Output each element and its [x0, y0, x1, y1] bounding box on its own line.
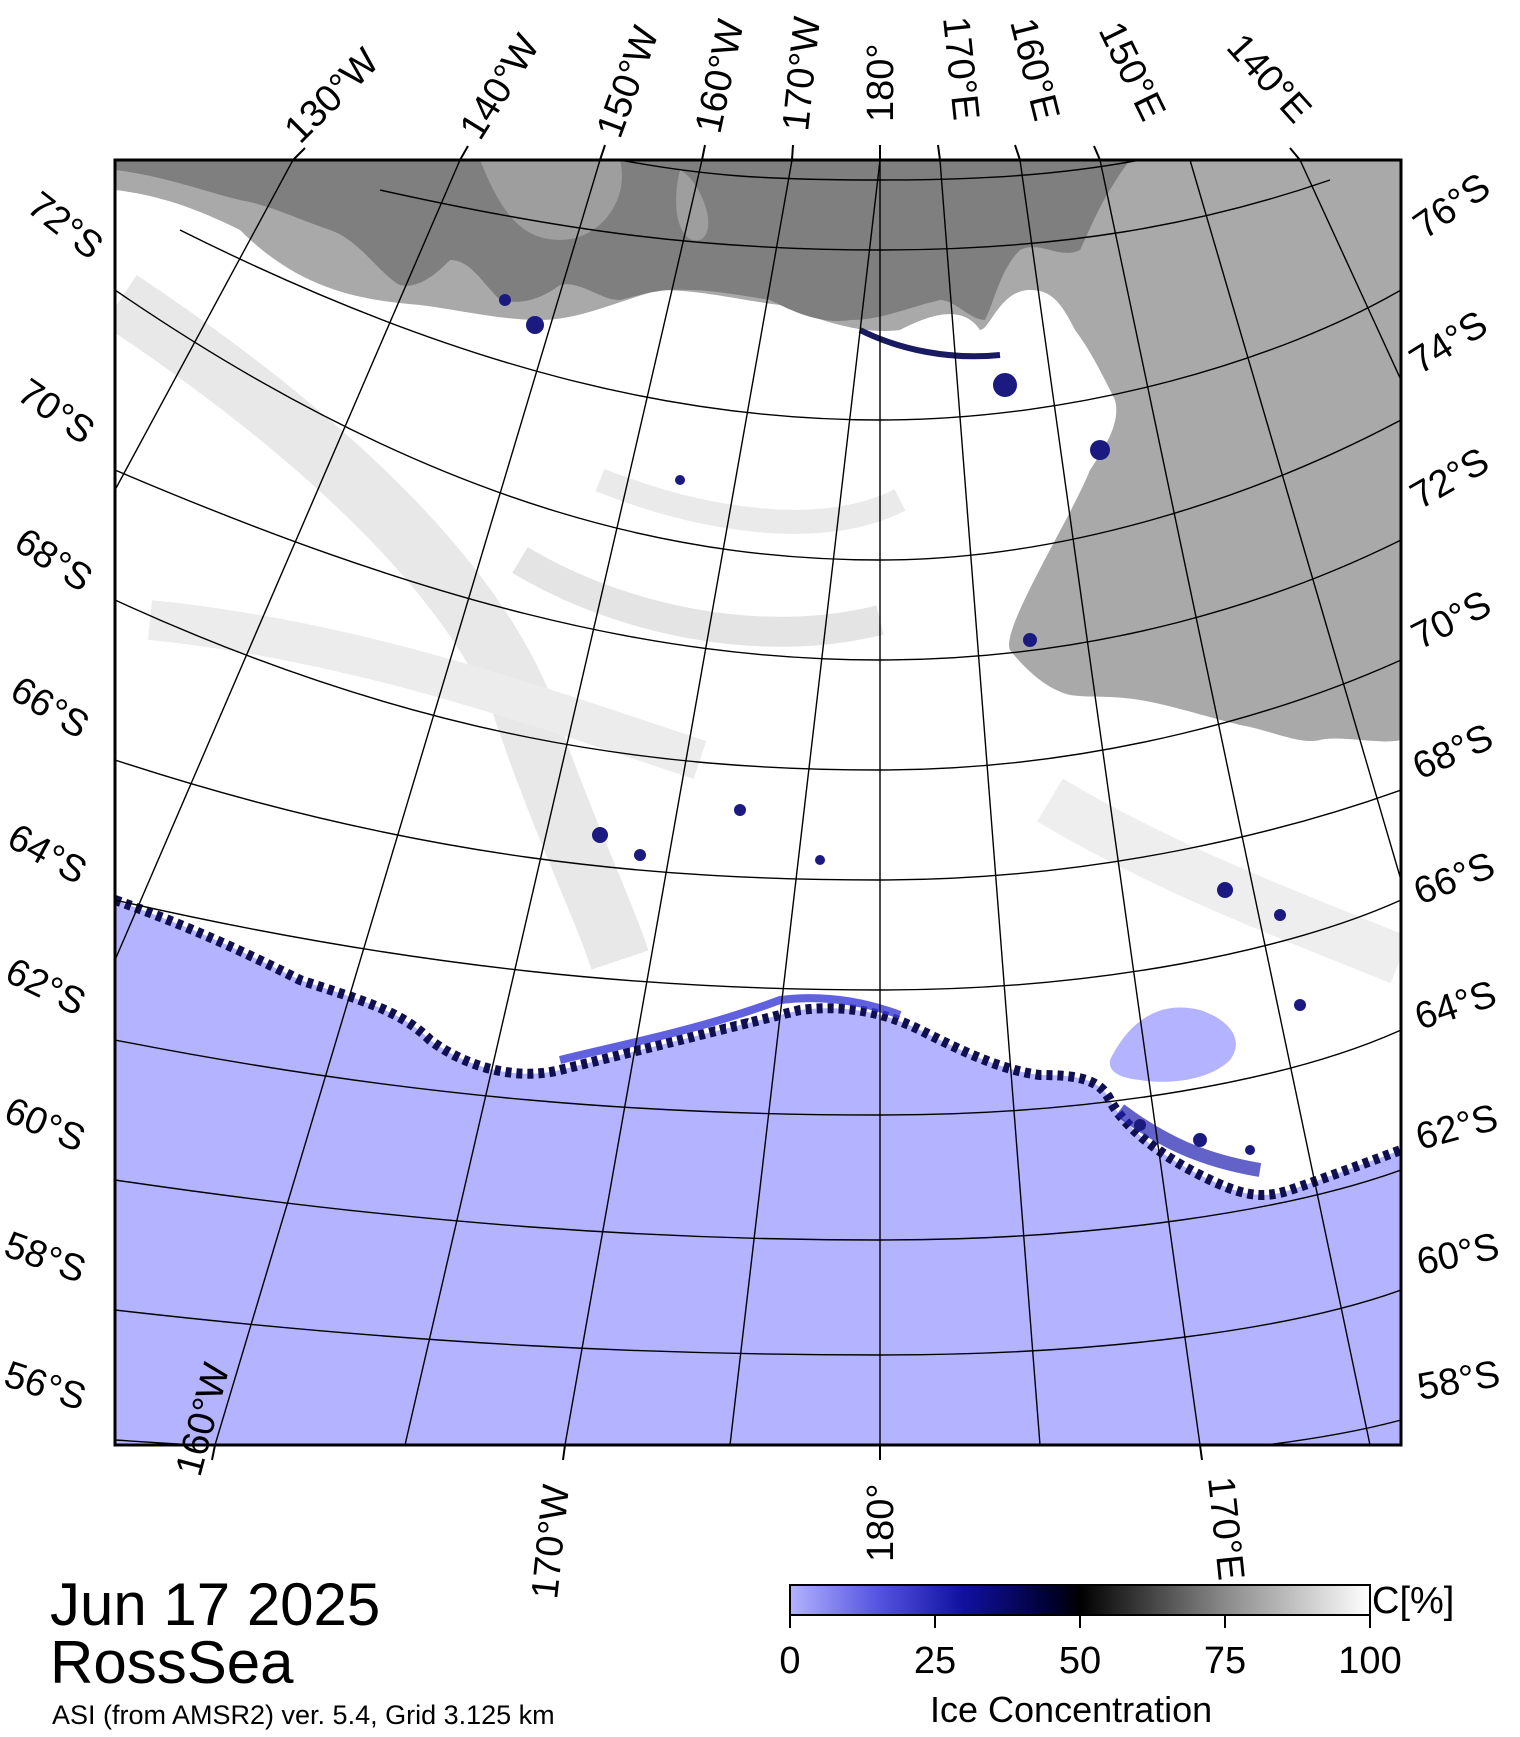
lon-label: 170°E — [934, 15, 987, 123]
shelf-edge-dark — [858, 327, 1001, 360]
map-frame — [113, 158, 1403, 1447]
map-region: RossSea — [50, 1629, 294, 1696]
colorbar-tick-label: 0 — [779, 1640, 801, 1682]
lat-label: 62°S — [1411, 1097, 1502, 1159]
left-latitude-labels: 72°S 70°S 68°S 66°S 64°S 62°S 60°S 58°S … — [0, 184, 111, 1419]
lat-label: 76°S — [1406, 165, 1498, 247]
lat-label: 72°S — [1404, 440, 1497, 518]
ross-ice-shelf — [115, 160, 1130, 321]
antarctica-land — [115, 160, 1401, 742]
lon-label: 170°E — [1199, 1475, 1252, 1583]
right-latitude-labels: 76°S 74°S 72°S 70°S 68°S 66°S 64°S 62°S … — [1403, 165, 1504, 1408]
ice-edge-fringe — [115, 895, 1401, 1200]
lat-label: 66°S — [1408, 845, 1500, 914]
lon-label: 150°W — [589, 21, 668, 143]
tick-marks — [211, 144, 1301, 1461]
lat-label: 60°S — [0, 1090, 91, 1161]
lat-label: 70°S — [10, 371, 102, 453]
lon-label: 130°W — [277, 41, 388, 152]
lat-label: 56°S — [0, 1354, 91, 1420]
lat-label: 66°S — [3, 669, 96, 748]
ice-edge-blue — [559, 994, 902, 1064]
map-date: Jun 17 2025 — [50, 1571, 381, 1638]
lon-label: 170°W — [775, 15, 829, 133]
colorbar-title: Ice Concentration — [930, 1689, 1213, 1730]
lon-label: 180° — [860, 1483, 902, 1562]
colorbar — [789, 1584, 1371, 1628]
lon-label: 160°W — [688, 16, 753, 137]
lat-label: 74°S — [1403, 303, 1495, 383]
lat-label: 64°S — [1, 816, 94, 893]
meridian-lines — [115, 160, 1401, 1445]
lat-label: 60°S — [1413, 1226, 1503, 1284]
lon-label: 140°E — [1218, 26, 1319, 131]
colorbar-tick-label: 100 — [1338, 1640, 1402, 1682]
lat-label: 72°S — [19, 184, 110, 268]
lat-label: 70°S — [1405, 583, 1498, 658]
lat-label: 58°S — [1414, 1353, 1503, 1409]
lat-label: 62°S — [0, 950, 92, 1024]
lon-label: 140°W — [452, 27, 548, 146]
colorbar-tick-label: 75 — [1203, 1640, 1247, 1682]
low-concentration-spots — [499, 294, 1306, 1155]
lat-label: 68°S — [1407, 716, 1500, 788]
shelf-patch — [480, 160, 622, 240]
ice-edge-blue — [1115, 1104, 1262, 1177]
colorbar-unit: C[%] — [1372, 1580, 1455, 1622]
lon-label: 180° — [860, 43, 902, 122]
top-longitude-labels: 130°W 140°W 150°W 160°W 170°W 180° 170°E… — [277, 14, 1319, 151]
colorbar-gradient — [789, 1584, 1371, 1616]
data-source: ASI (from AMSR2) ver. 5.4, Grid 3.125 km — [52, 1700, 555, 1730]
colorbar-tick-label: 25 — [913, 1640, 957, 1682]
lat-label: 58°S — [0, 1224, 91, 1292]
colorbar-tick-label: 50 — [1058, 1640, 1102, 1682]
lat-label: 64°S — [1410, 973, 1502, 1039]
lon-label: 160°E — [1001, 14, 1067, 125]
lat-label: 68°S — [7, 520, 99, 600]
lon-label: 150°E — [1090, 16, 1173, 128]
lon-label: 170°W — [524, 1483, 578, 1601]
ice-texture — [115, 275, 1401, 984]
